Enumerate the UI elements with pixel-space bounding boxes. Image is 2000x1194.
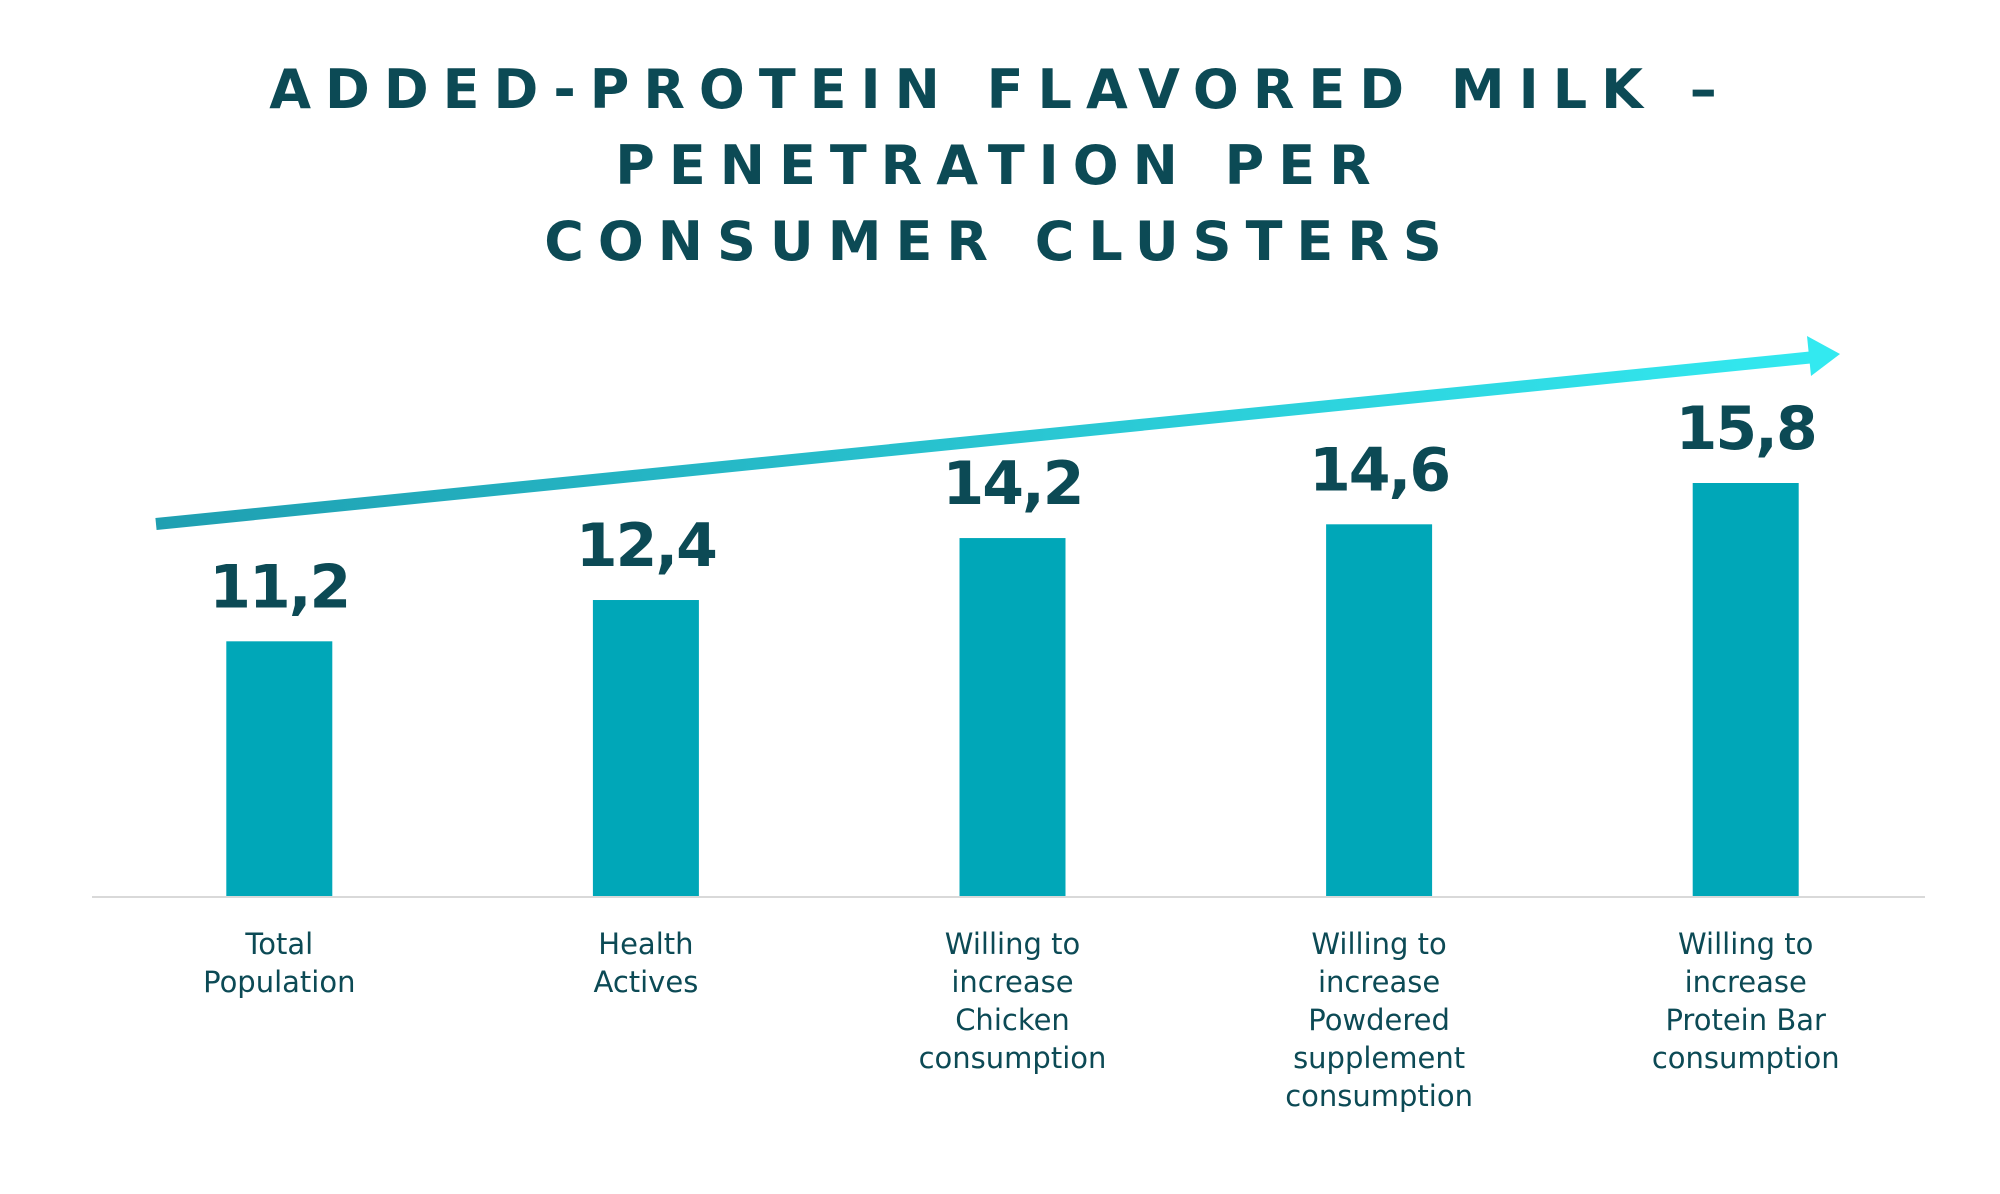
chart-title-line-3: CONSUMER CLUSTERS — [544, 210, 1456, 273]
category-label-line: Chicken — [955, 1003, 1070, 1037]
value-label-1: 11,2 — [209, 552, 349, 622]
value-label-2: 12,4 — [576, 511, 716, 581]
chart-title-line-1: ADDED-PROTEIN FLAVORED MILK – — [269, 58, 1731, 121]
category-label-line: increase — [1685, 965, 1807, 999]
bar-2 — [592, 600, 699, 896]
category-label-line: supplement — [1293, 1041, 1465, 1075]
bar-3 — [959, 538, 1066, 896]
trend-arrow-shaft — [155, 351, 1816, 530]
bar-1 — [226, 641, 333, 896]
value-label-4: 14,6 — [1309, 435, 1449, 505]
category-label-1: Total Population — [203, 927, 355, 999]
category-label-line: consumption — [919, 1041, 1107, 1075]
chart-title: ADDED-PROTEIN FLAVORED MILK – PENETRATIO… — [0, 52, 2000, 280]
category-label-line: Population — [203, 965, 355, 999]
category-label-line: consumption — [1285, 1079, 1473, 1113]
category-label-line: consumption — [1652, 1041, 1840, 1075]
category-label-line: Powdered — [1308, 1003, 1450, 1037]
trend-arrow-icon — [155, 336, 1840, 530]
bar-4 — [1326, 524, 1433, 896]
category-label-line: Actives — [593, 965, 698, 999]
category-label-line: Willing to — [1678, 927, 1813, 961]
category-label-line: Protein Bar — [1665, 1003, 1826, 1037]
value-label-5: 15,8 — [1676, 394, 1816, 464]
category-label-2: Health Actives — [593, 927, 698, 999]
category-label-3: Willing to increase Chicken consumption — [919, 927, 1107, 1075]
category-label-line: Willing to — [1311, 927, 1446, 961]
category-label-line: Willing to — [945, 927, 1080, 961]
category-label-line: Total — [244, 927, 313, 961]
chart-title-line-2: PENETRATION PER — [615, 134, 1385, 197]
bar-5 — [1692, 483, 1799, 896]
category-label-5: Willing to increase Protein Bar consumption — [1652, 927, 1840, 1075]
value-label-3: 14,2 — [942, 449, 1082, 519]
category-label-line: increase — [1318, 965, 1440, 999]
category-label-line: increase — [951, 965, 1073, 999]
category-label-4: Willing to increase Powdered supplement cons… — [1285, 927, 1473, 1113]
trend-arrow-head — [1807, 336, 1840, 376]
category-label-line: Health — [598, 927, 693, 961]
